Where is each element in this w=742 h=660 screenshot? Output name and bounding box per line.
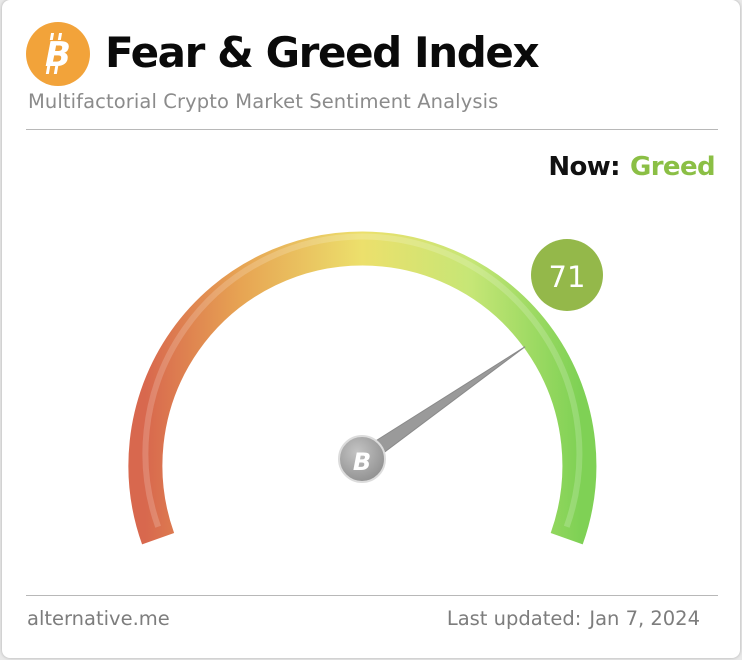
gauge-arc-shade bbox=[142, 233, 583, 528]
footer-divider bbox=[26, 595, 718, 596]
source-link[interactable]: alternative.me bbox=[27, 607, 170, 630]
bitcoin-hub-icon: B bbox=[353, 448, 371, 476]
bitcoin-logo-icon: B bbox=[26, 22, 90, 86]
last-updated-date: Jan 7, 2024 bbox=[589, 607, 700, 630]
needle-hub: B bbox=[338, 435, 386, 483]
page-title: Fear & Greed Index bbox=[105, 28, 540, 77]
page-subtitle: Multifactorial Crypto Market Sentiment A… bbox=[28, 90, 499, 113]
classification-label: Greed bbox=[629, 152, 716, 182]
sentiment-gauge: B 71 bbox=[128, 231, 603, 545]
last-updated-label: Last updated: bbox=[446, 607, 582, 630]
value-badge: 71 bbox=[531, 239, 603, 311]
index-value: 71 bbox=[549, 260, 586, 294]
header-divider bbox=[26, 129, 718, 130]
gauge-arc bbox=[128, 231, 597, 545]
last-updated: Last updated: Jan 7, 2024 bbox=[447, 607, 700, 630]
current-status: Now: Greed bbox=[548, 152, 715, 182]
now-label: Now: bbox=[548, 152, 620, 182]
